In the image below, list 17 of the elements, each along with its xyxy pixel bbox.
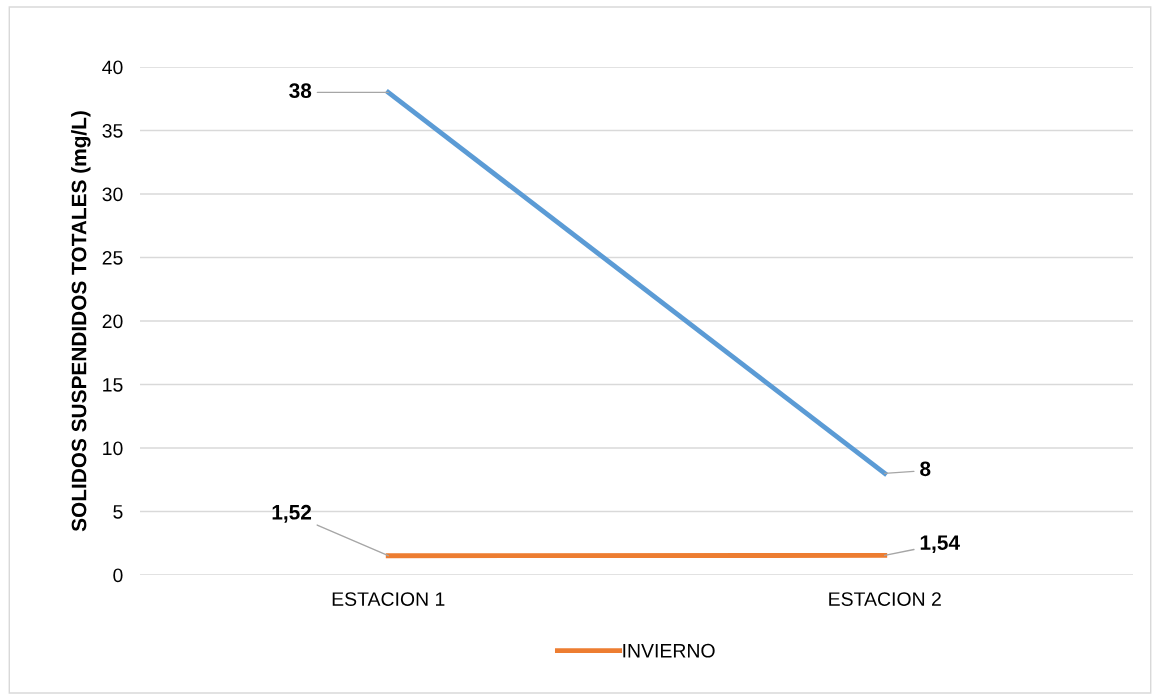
legend-label: INVIERNO — [623, 643, 715, 658]
x-tick-label: ESTACION 2 — [829, 592, 941, 606]
y-tick-label: 30 — [102, 187, 123, 202]
y-tick-label: 10 — [103, 441, 123, 456]
data-label: 38 — [289, 83, 312, 99]
y-tick-label: 40 — [102, 60, 123, 75]
y-axis-title: SOLIDOS SUSPENDIDOS TOTALES (mg/L) — [71, 111, 91, 532]
data-label: 1,54 — [920, 535, 960, 553]
data-label: 1,52 — [272, 504, 312, 523]
y-tick-label: 15 — [103, 378, 123, 392]
x-tick-label: ESTACION 1 — [332, 592, 445, 606]
y-tick-label: 20 — [102, 314, 123, 329]
y-tick-label: 0 — [113, 568, 123, 583]
y-tick-label: 35 — [102, 123, 123, 138]
data-label: 8 — [920, 461, 931, 477]
y-tick-label: 5 — [113, 505, 123, 519]
y-tick-label: 25 — [102, 250, 123, 265]
